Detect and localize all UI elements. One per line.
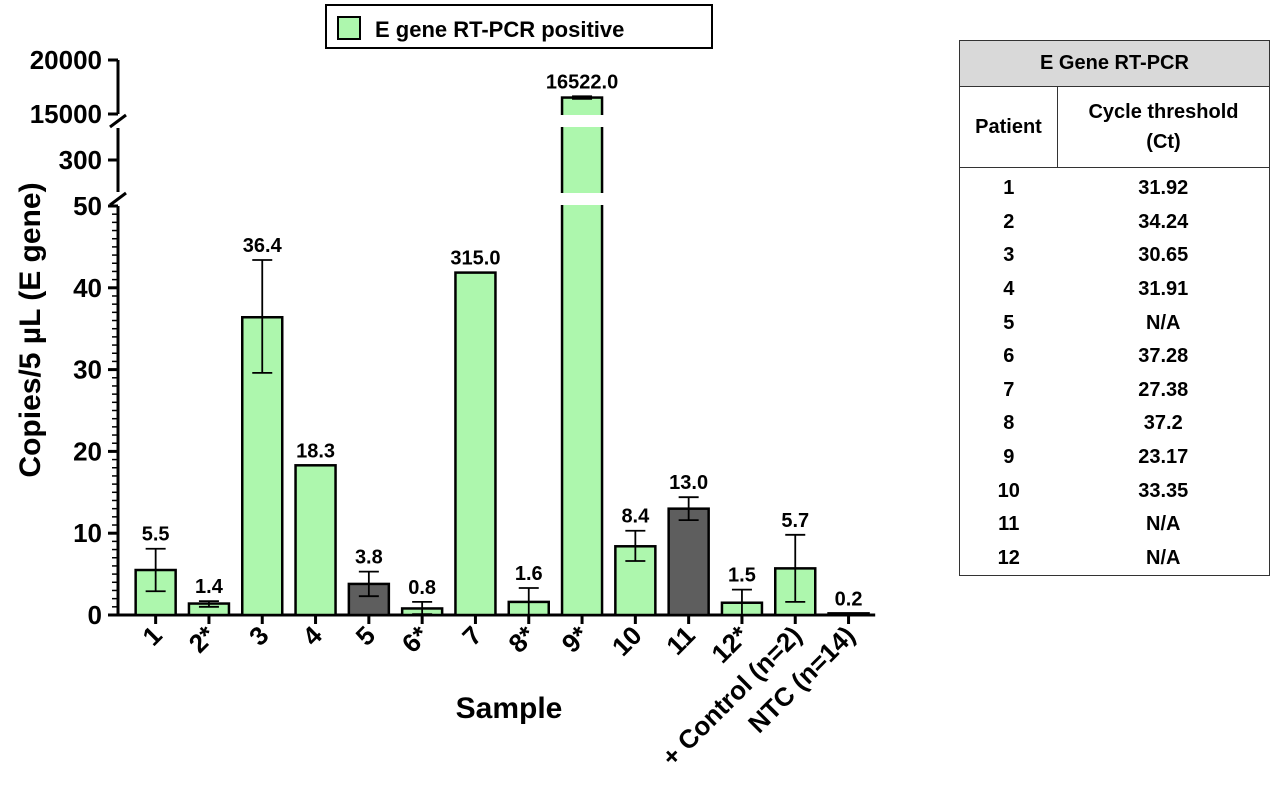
ct-cell: N/A xyxy=(1146,513,1181,536)
data-label: 8.4 xyxy=(621,506,650,528)
x-tick-label: 10 xyxy=(606,620,648,662)
x-tick-label: 3 xyxy=(243,620,274,651)
table-title: E Gene RT-PCR xyxy=(959,40,1270,87)
ct-cell: 37.28 xyxy=(1138,345,1189,368)
data-label: 0.8 xyxy=(408,577,436,599)
table-row: 8 37.2 xyxy=(960,407,1270,441)
table-row: 11 N/A xyxy=(960,508,1270,542)
x-tick-label: 5 xyxy=(350,620,381,651)
x-tick-label: 6* xyxy=(396,619,435,658)
patient-cell: 12 xyxy=(997,546,1020,569)
data-label: 0.2 xyxy=(835,588,863,610)
col-header-patient: Patient xyxy=(959,86,1058,168)
x-tick-label: 9* xyxy=(556,619,595,658)
x-tick-label: 11 xyxy=(660,620,701,661)
col-header-ct: Cycle threshold (Ct) xyxy=(1057,86,1270,168)
data-label: 5.7 xyxy=(781,510,809,532)
data-label: 1.6 xyxy=(515,563,543,585)
y-tick-label: 15000 xyxy=(30,99,102,129)
x-tick-label: 2* xyxy=(183,619,222,658)
y-tick-label: 0 xyxy=(88,600,102,630)
table-row: 1 31.92 xyxy=(960,168,1270,206)
table-body: 1 31.92 2 34.24 3 30.65 4 31.91 5 N/A 6 37.28 7 27.38… xyxy=(960,168,1270,576)
chart-ticks: 0 10 20 30 40 50 300 15000 20000 1 2* 3 4 5 6* 7 8* 9* 10 1… xyxy=(30,45,861,772)
ct-cell: 27.38 xyxy=(1138,378,1189,401)
table-row: 2 34.24 xyxy=(960,206,1270,240)
y-tick-label: 20 xyxy=(73,436,102,466)
ct-cell: N/A xyxy=(1146,546,1181,569)
legend-label: E gene RT-PCR positive xyxy=(375,17,624,42)
bar-break-gap xyxy=(452,193,499,205)
y-tick-label: 20000 xyxy=(30,45,102,75)
table-row: 3 30.65 xyxy=(960,239,1270,273)
x-tick-label: 7 xyxy=(456,620,487,651)
col-header-ct-line2: (Ct) xyxy=(1146,131,1181,153)
ct-cell: 31.91 xyxy=(1138,278,1189,301)
y-tick-label: 50 xyxy=(73,191,102,221)
y-axis-title: Copies/5 µL (E gene) xyxy=(14,182,47,477)
patient-cell: 5 xyxy=(1003,311,1015,334)
legend-swatch xyxy=(337,16,361,40)
bar-chart: 5.51.436.418.33.80.8315.01.616522.08.413… xyxy=(14,4,876,772)
data-label: 16522.0 xyxy=(546,71,618,93)
bar xyxy=(294,464,337,617)
bar-break-gap xyxy=(559,193,606,205)
bar-break-gap xyxy=(559,115,606,127)
ct-cell: 31.92 xyxy=(1138,177,1189,200)
y-tick-label: 40 xyxy=(73,273,102,303)
bar xyxy=(560,96,604,617)
patient-cell: 10 xyxy=(997,479,1020,502)
x-tick-label: 1 xyxy=(136,620,167,651)
col-header-ct-line1: Cycle threshold xyxy=(1088,101,1239,123)
x-tick-label: 8* xyxy=(502,619,541,658)
patient-cell: 3 xyxy=(1003,244,1015,267)
table-row: 10 33.35 xyxy=(960,474,1270,508)
patient-cell: 2 xyxy=(1003,210,1015,233)
ct-cell: 34.24 xyxy=(1138,210,1189,233)
ct-cell: 30.65 xyxy=(1138,244,1189,267)
table-row: 4 31.91 xyxy=(960,273,1270,307)
data-label: 3.8 xyxy=(355,547,383,569)
chart-legend: E gene RT-PCR positive xyxy=(325,4,713,49)
y-tick-label: 10 xyxy=(73,518,102,548)
ct-cell: 37.2 xyxy=(1143,412,1183,435)
x-axis-title: Sample xyxy=(456,692,563,725)
legend-box xyxy=(325,4,713,49)
ct-cell: N/A xyxy=(1146,311,1181,334)
data-label: 5.5 xyxy=(142,524,170,546)
ct-table: E Gene RT-PCR Patient Cycle threshold (C… xyxy=(959,40,1270,577)
patient-cell: 4 xyxy=(1003,278,1015,301)
patient-cell: 8 xyxy=(1003,412,1015,435)
patient-cell: 9 xyxy=(1003,446,1015,469)
patient-cell: 6 xyxy=(1003,345,1015,368)
table-row: 9 23.17 xyxy=(960,441,1270,475)
table-row: 7 27.38 xyxy=(960,374,1270,408)
y-axis-break-mark xyxy=(109,113,127,129)
patient-cell: 11 xyxy=(998,513,1020,536)
data-label: 1.4 xyxy=(195,576,224,598)
ct-cell: 23.17 xyxy=(1138,446,1189,469)
table-row: 12 N/A xyxy=(960,542,1270,576)
data-label: 315.0 xyxy=(450,248,500,270)
data-label: 36.4 xyxy=(243,235,283,257)
ct-cell: 33.35 xyxy=(1138,479,1189,502)
bar xyxy=(667,507,710,617)
data-label: 1.5 xyxy=(728,565,756,587)
x-tick-label: 4 xyxy=(296,620,328,652)
data-label: 18.3 xyxy=(296,440,335,462)
chart-value-labels: 5.5 1.4 36.4 18.3 3.8 0.8 315.0 1.6 16522.0 8.4 13… xyxy=(142,71,863,610)
chart-bars xyxy=(134,95,870,617)
patient-cell: 7 xyxy=(1003,378,1015,401)
patient-cell: 1 xyxy=(1003,177,1015,200)
table-row: 6 37.28 xyxy=(960,340,1270,374)
data-label: 13.0 xyxy=(669,472,708,494)
bar xyxy=(827,612,870,617)
bar-break-gap xyxy=(452,115,499,127)
bar xyxy=(454,271,497,617)
y-axis-break-mark xyxy=(109,191,127,207)
y-tick-label: 300 xyxy=(59,145,102,175)
y-tick-label: 30 xyxy=(73,355,102,385)
table-row: 5 N/A xyxy=(960,306,1270,340)
